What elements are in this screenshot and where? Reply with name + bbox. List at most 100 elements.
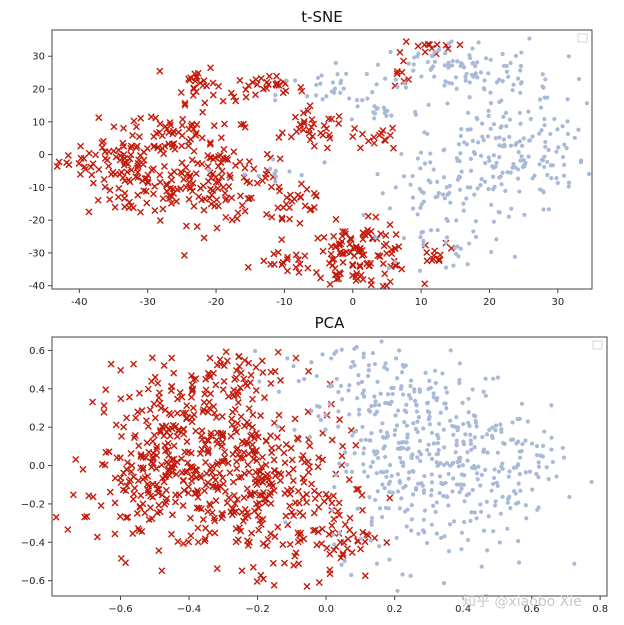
- point-x: [196, 79, 204, 87]
- point-dot: [436, 48, 441, 53]
- point-dot: [314, 82, 319, 88]
- point-x: [106, 186, 114, 194]
- point-x: [339, 442, 347, 450]
- point-dot: [376, 455, 381, 461]
- point-dot: [457, 377, 462, 383]
- point-x: [79, 465, 87, 473]
- point-dot: [484, 432, 490, 437]
- point-x: [209, 79, 217, 87]
- point-dot: [446, 471, 451, 477]
- point-x: [190, 202, 198, 210]
- point-dot: [450, 63, 455, 68]
- point-dot: [478, 70, 483, 75]
- point-dot: [374, 82, 379, 87]
- point-dot: [418, 205, 423, 210]
- point-x: [229, 478, 237, 486]
- point-x: [209, 369, 217, 377]
- point-x: [136, 152, 144, 159]
- point-dot: [425, 448, 430, 453]
- point-dot: [481, 389, 486, 394]
- point-dot: [546, 147, 551, 153]
- point-dot: [372, 116, 377, 121]
- point-dot: [501, 137, 507, 142]
- point-dot: [472, 510, 477, 515]
- point-dot: [540, 72, 545, 77]
- point-dot: [292, 427, 297, 432]
- x-tick-label: -10: [276, 297, 292, 308]
- point-x: [213, 196, 221, 204]
- point-dot: [339, 347, 344, 352]
- point-x: [83, 512, 91, 520]
- point-x: [327, 250, 335, 258]
- point-x: [218, 167, 226, 175]
- point-x: [115, 184, 123, 192]
- point-dot: [323, 427, 328, 432]
- point-dot: [415, 212, 420, 217]
- point-x: [200, 206, 208, 214]
- point-x: [146, 504, 154, 512]
- point-dot: [549, 176, 554, 181]
- point-dot: [330, 80, 336, 85]
- point-dot: [339, 562, 344, 567]
- point-dot: [460, 400, 465, 405]
- point-x: [319, 131, 327, 139]
- point-dot: [486, 155, 491, 160]
- point-x: [320, 497, 328, 505]
- point-x: [279, 204, 287, 212]
- point-x: [339, 551, 347, 559]
- point-x: [232, 525, 240, 533]
- point-dot: [521, 136, 526, 141]
- point-dot: [560, 445, 565, 451]
- point-x: [275, 443, 283, 451]
- point-x: [388, 246, 396, 254]
- point-dot: [372, 412, 378, 417]
- point-dot: [405, 432, 410, 437]
- point-x: [193, 120, 201, 128]
- x-tick-label: 10: [415, 297, 428, 308]
- point-x: [311, 526, 319, 534]
- point-dot: [501, 440, 506, 446]
- point-x: [197, 432, 205, 440]
- point-dot: [483, 467, 488, 472]
- point-dot: [473, 64, 478, 69]
- point-dot: [314, 373, 319, 379]
- point-dot: [461, 482, 466, 487]
- point-dot: [448, 348, 453, 353]
- point-dot: [409, 503, 414, 508]
- point-x: [340, 538, 348, 546]
- point-dot: [454, 438, 459, 443]
- point-dot: [337, 530, 342, 535]
- point-dot: [366, 368, 371, 373]
- x-tick-label: 0.0: [318, 604, 334, 615]
- point-x: [359, 528, 367, 536]
- point-dot: [461, 65, 467, 70]
- point-x: [194, 524, 202, 532]
- point-dot: [333, 60, 338, 66]
- point-dot: [496, 209, 501, 215]
- point-dot: [406, 393, 412, 398]
- point-x: [290, 512, 298, 519]
- point-dot: [532, 173, 537, 178]
- point-x: [278, 215, 286, 223]
- x-tick-label: −0.4: [177, 604, 201, 615]
- point-x: [294, 487, 302, 495]
- point-x: [262, 437, 270, 445]
- point-dot: [457, 175, 463, 180]
- point-x: [350, 531, 358, 539]
- point-dot: [482, 179, 488, 184]
- point-x: [250, 434, 258, 442]
- point-x: [121, 189, 129, 197]
- point-dot: [504, 124, 509, 129]
- point-x: [120, 423, 128, 431]
- point-dot: [410, 206, 416, 211]
- point-x: [288, 456, 296, 464]
- point-x: [292, 251, 300, 259]
- point-x: [282, 440, 290, 448]
- point-dot: [393, 185, 398, 190]
- point-dot: [361, 388, 366, 393]
- point-x: [299, 493, 307, 501]
- point-dot: [497, 175, 502, 180]
- point-dot: [431, 503, 436, 508]
- point-dot: [508, 506, 513, 511]
- point-x: [393, 67, 401, 75]
